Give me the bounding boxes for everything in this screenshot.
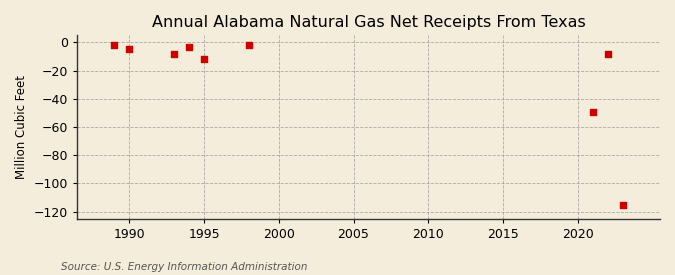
Y-axis label: Million Cubic Feet: Million Cubic Feet [15, 75, 28, 179]
Title: Annual Alabama Natural Gas Net Receipts From Texas: Annual Alabama Natural Gas Net Receipts … [152, 15, 585, 30]
Point [109, 43, 119, 47]
Point [602, 51, 613, 56]
Point [184, 45, 194, 49]
Point [169, 51, 180, 56]
Point [124, 47, 135, 52]
Point [617, 202, 628, 207]
Point [244, 43, 254, 47]
Text: Source: U.S. Energy Information Administration: Source: U.S. Energy Information Administ… [61, 262, 307, 272]
Point [198, 57, 209, 62]
Point [587, 109, 598, 114]
